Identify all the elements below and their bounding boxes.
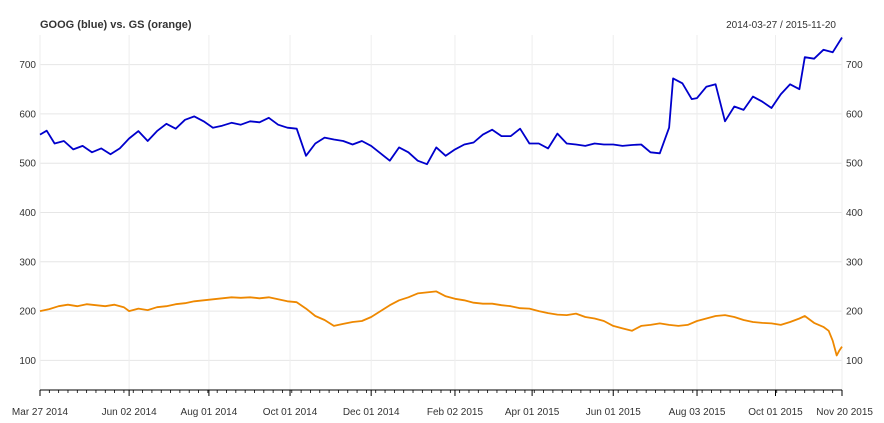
y-tick-label-right: 600 [846, 109, 863, 120]
x-tick-label: Jun 01 2015 [586, 407, 641, 418]
y-tick-label-left: 500 [19, 159, 36, 170]
y-tick-label-right: 300 [846, 257, 863, 268]
x-tick-label: Feb 02 2015 [427, 407, 484, 418]
x-tick-label: Oct 01 2014 [263, 407, 318, 418]
x-tick-label: Aug 01 2014 [181, 407, 238, 418]
plot-area [39, 37, 843, 357]
date-range-label: 2014-03-27 / 2015-11-20 [726, 20, 836, 31]
y-tick-label-right: 200 [846, 307, 863, 318]
x-tick-label: Mar 27 2014 [12, 407, 69, 418]
series-line-gs [39, 290, 843, 357]
y-tick-label-left: 100 [19, 356, 36, 367]
x-tick-label: Nov 20 2015 [816, 407, 873, 418]
y-tick-label-left: 700 [19, 60, 36, 71]
y-tick-label-right: 500 [846, 159, 863, 170]
y-tick-label-left: 600 [19, 109, 36, 120]
y-tick-label-right: 100 [846, 356, 863, 367]
chart-grid [39, 35, 843, 390]
series-line-goog [39, 37, 843, 166]
y-tick-label-left: 400 [19, 208, 36, 219]
x-tick-label: Apr 01 2015 [505, 407, 560, 418]
x-tick-label: Aug 03 2015 [669, 407, 726, 418]
x-tick-label: Dec 01 2014 [343, 407, 400, 418]
y-tick-label-right: 400 [846, 208, 863, 219]
y-tick-label-right: 700 [846, 60, 863, 71]
x-tick-label: Jun 02 2014 [102, 407, 157, 418]
x-axis: Mar 27 2014 Jun 02 2014 Aug 01 2014 Oct 01 … [12, 390, 873, 418]
x-tick-label: Oct 01 2015 [748, 407, 803, 418]
y-tick-label-left: 300 [19, 257, 36, 268]
y-tick-label-left: 200 [19, 307, 36, 318]
chart-title: GOOG (blue) vs. GS (orange) [40, 19, 192, 31]
y-axis: 100 100 200 200 300 300 400 400 500 500 600 600 700 7… [19, 60, 863, 367]
